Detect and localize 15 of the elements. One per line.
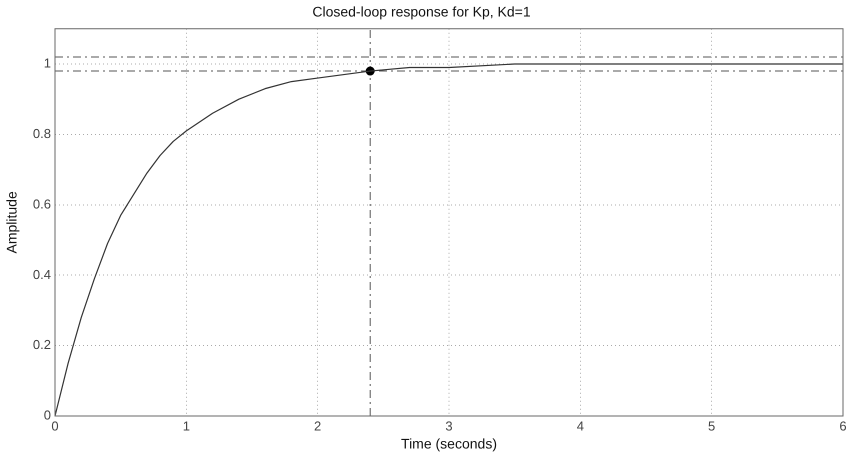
y-axis-title: Amplitude xyxy=(3,191,20,254)
y-tick-label: 0.6 xyxy=(32,196,51,212)
x-tick-label: 6 xyxy=(839,418,847,434)
y-tick-label: 0.2 xyxy=(32,337,51,352)
x-tick-label: 2 xyxy=(314,418,322,434)
x-tick-label: 5 xyxy=(708,418,716,434)
y-tick-label: 0.4 xyxy=(32,266,51,282)
chart-title: Closed-loop response for Kp, Kd=1 xyxy=(312,3,531,20)
y-tick-label: 0 xyxy=(44,408,51,423)
y-tick-label: 1 xyxy=(44,56,51,71)
x-tick-label: 3 xyxy=(445,418,453,434)
x-tick-label: 4 xyxy=(576,418,584,434)
x-tick-label: 1 xyxy=(182,418,190,434)
y-tick-label: 0.8 xyxy=(32,126,51,141)
x-axis-title: Time (seconds) xyxy=(401,435,497,452)
